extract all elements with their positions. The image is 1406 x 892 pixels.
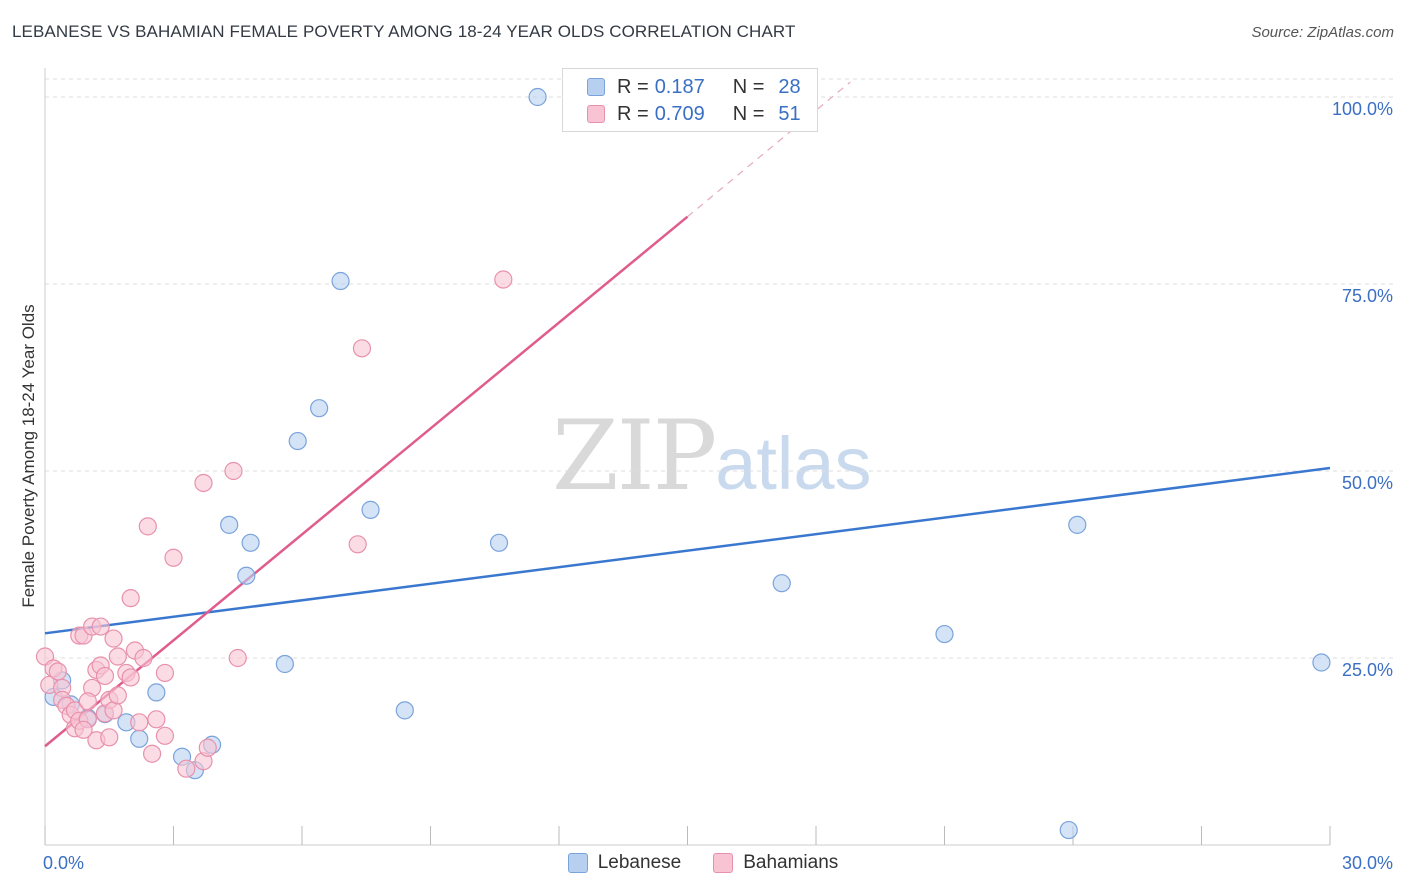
y-tick-label: 50.0%: [1342, 473, 1393, 493]
bahamian-point: [177, 759, 196, 778]
bahamian-point: [194, 473, 213, 493]
lebanese-point: [1068, 515, 1087, 534]
bahamian-point: [164, 548, 183, 567]
lebanese-point: [528, 87, 547, 107]
lebanese-point: [275, 654, 294, 674]
series-legend: Lebanese Bahamians: [0, 852, 1406, 874]
watermark-zip: ZIP: [552, 400, 717, 512]
y-tick-label: 100.0%: [1332, 99, 1393, 119]
r-label: R =: [617, 102, 649, 125]
lebanese-point: [237, 566, 256, 585]
zipatlas-watermark: ZIPatlas: [552, 400, 872, 512]
bahamian-point: [108, 686, 127, 705]
bahamian-point: [104, 701, 123, 720]
bahamian-point: [121, 668, 140, 687]
lebanese-trend-line: [44, 466, 1331, 635]
lebanese-point: [310, 399, 329, 418]
bahamian-point: [95, 666, 115, 686]
points-layer: [35, 87, 1331, 840]
bahamian-point: [104, 629, 123, 648]
legend-item-bahamians: Bahamians: [713, 852, 838, 874]
lebanese-point: [331, 271, 350, 291]
bahamian-point: [155, 663, 175, 683]
lebanese-point: [130, 729, 149, 748]
y-tick-label: 25.0%: [1342, 660, 1393, 680]
trend-layer: [44, 81, 1331, 748]
n-label: N =: [732, 75, 765, 98]
bahamian-point: [138, 517, 157, 536]
lebanese-point: [1059, 820, 1078, 840]
lebanese-point: [147, 683, 166, 702]
x-tick-label-max: 30.0%: [1342, 853, 1393, 873]
lebanese-point: [220, 515, 239, 534]
bahamian-point: [100, 728, 119, 747]
chart-source: Source: ZipAtlas.com: [1251, 24, 1394, 41]
bahamian-point: [48, 662, 67, 681]
bahamian-point: [121, 589, 140, 608]
lebanese-swatch: [567, 853, 588, 873]
y-axis-label: Female Poverty Among 18-24 Year Olds: [19, 304, 38, 607]
chart-title: LEBANESE VS BAHAMIAN FEMALE POVERTY AMON…: [12, 22, 796, 41]
watermark-atlas: atlas: [715, 422, 872, 505]
bahamians-n-value: 51: [778, 102, 801, 125]
lebanese-r-value: 0.187: [654, 75, 705, 98]
legend-label-lebanese: Lebanese: [597, 852, 682, 873]
lebanese-point: [772, 574, 791, 593]
bahamian-point: [130, 713, 149, 732]
bahamians-swatch: [587, 105, 605, 123]
labels-layer: 100.0% 75.0% 50.0% 25.0% 0.0% 30.0% Female Pov…: [19, 99, 1393, 873]
bahamian-point: [494, 270, 513, 289]
bahamians-r-value: 0.709: [654, 102, 705, 125]
legend-row-bahamians: R = 0.709 N = 51: [587, 101, 801, 127]
legend-item-lebanese: Lebanese: [567, 852, 682, 874]
bahamian-point: [228, 648, 247, 668]
bahamian-point: [352, 339, 372, 358]
lebanese-point: [935, 624, 954, 644]
bahamian-point: [198, 738, 217, 757]
lebanese-n-value: 28: [778, 75, 801, 98]
bahamian-trend-extension: [687, 81, 851, 218]
bahamian-point: [224, 461, 243, 481]
r-label: R =: [617, 75, 649, 98]
bahamian-point: [348, 535, 367, 554]
correlation-legend: R = 0.187 N = 28 R = 0.709 N = 51: [562, 68, 818, 132]
y-tick-label: 75.0%: [1342, 286, 1393, 306]
bahamian-point: [147, 710, 166, 729]
bahamian-point: [134, 648, 153, 668]
lebanese-point: [489, 533, 509, 552]
lebanese-point: [288, 431, 307, 451]
n-label: N =: [732, 102, 765, 125]
lebanese-point: [1312, 653, 1331, 672]
bahamian-point: [91, 617, 110, 636]
lebanese-point: [395, 701, 414, 720]
lebanese-point: [361, 500, 380, 519]
legend-label-bahamians: Bahamians: [743, 852, 839, 873]
bahamian-point: [108, 647, 127, 666]
x-tick-label-min: 0.0%: [43, 853, 84, 873]
bahamian-point: [78, 692, 97, 711]
axis-layer: [44, 68, 1331, 846]
legend-row-lebanese: R = 0.187 N = 28: [587, 74, 801, 100]
bahamians-swatch: [713, 853, 734, 873]
bahamian-point: [155, 726, 175, 745]
bahamian-point: [142, 744, 162, 763]
lebanese-point: [241, 533, 260, 552]
lebanese-swatch: [587, 78, 605, 96]
bahamian-point: [74, 720, 93, 739]
